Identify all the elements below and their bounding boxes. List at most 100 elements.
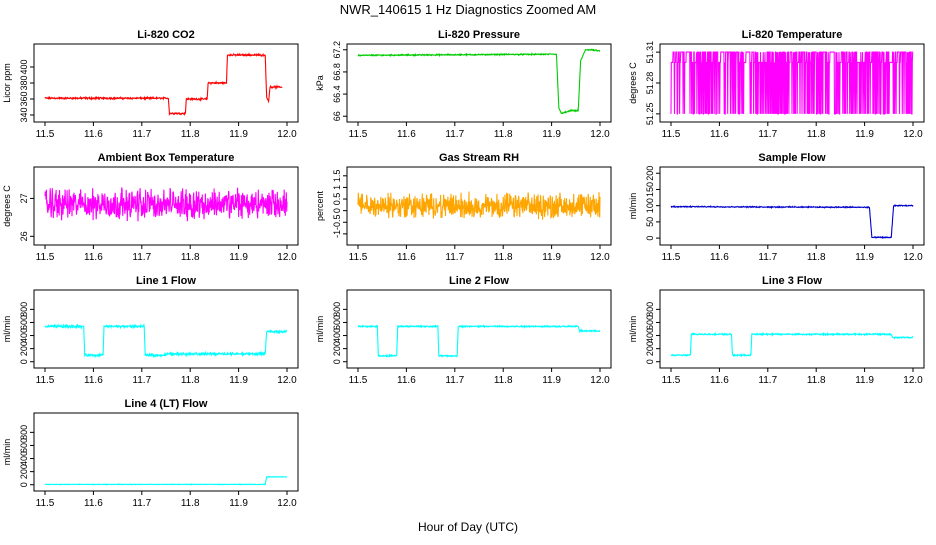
y-axis-label: ml/min <box>2 439 12 466</box>
x-tick-label: 11.5 <box>36 252 55 263</box>
y-axis-label: kPa <box>315 75 325 91</box>
y-tick-label: 27 <box>19 193 29 203</box>
y-tick-label: 66.8 <box>332 63 342 81</box>
y-tick-label: 66 <box>332 111 342 121</box>
y-tick-label: 360 <box>19 91 29 106</box>
x-tick-label: 11.5 <box>36 129 55 140</box>
x-tick-label: 11.8 <box>807 252 826 263</box>
y-tick-label: 0 <box>332 208 342 213</box>
y-tick-label: 1 <box>332 185 342 190</box>
x-tick-label: 11.6 <box>710 375 729 386</box>
y-tick-label: 800 <box>19 302 29 317</box>
series-line <box>44 475 287 486</box>
y-tick-label: -0.5 <box>332 215 342 231</box>
y-tick-label: 0 <box>332 359 342 364</box>
plot-frame <box>346 43 612 123</box>
x-tick-label: 11.6 <box>84 129 103 140</box>
x-tick-label: 12.0 <box>590 252 610 263</box>
y-tick-label: 200 <box>19 464 29 479</box>
y-tick-label: 340 <box>19 107 29 122</box>
panel-title: Line 2 Flow <box>449 275 509 287</box>
panel-title: Line 3 Flow <box>762 275 822 287</box>
panel-title: Li-820 CO2 <box>137 29 194 41</box>
y-tick-label: 600 <box>19 315 29 330</box>
x-tick-label: 11.5 <box>662 375 681 386</box>
y-tick-label: 800 <box>645 302 655 317</box>
x-tick-label: 11.7 <box>445 375 464 386</box>
y-tick-label: 400 <box>19 451 29 466</box>
y-tick-label: 51.25 <box>645 103 655 126</box>
x-tick-label: 12.0 <box>277 129 297 140</box>
x-tick-label: 11.6 <box>397 375 416 386</box>
y-tick-label: 0 <box>645 236 655 241</box>
x-tick-label: 11.9 <box>855 375 874 386</box>
x-tick-label: 11.8 <box>181 252 200 263</box>
y-tick-label: 0 <box>19 482 29 487</box>
y-axis-label: ml/min <box>2 316 12 343</box>
chart-panel: Li-820 Temperature degrees C 11.5 11.6 11.7 1… <box>628 29 925 140</box>
y-tick-label: 380 <box>19 75 29 90</box>
plot-frame <box>33 166 299 246</box>
series-line <box>357 324 601 358</box>
y-tick-label: 600 <box>645 315 655 330</box>
series-line <box>44 323 288 359</box>
y-tick-label: 400 <box>19 328 29 343</box>
x-tick-label: 11.9 <box>855 129 874 140</box>
plot-frame <box>33 289 299 369</box>
x-tick-label: 11.6 <box>84 498 103 509</box>
series-line <box>670 204 914 239</box>
x-tick-label: 12.0 <box>903 129 923 140</box>
x-tick-label: 11.8 <box>181 498 200 509</box>
x-tick-label: 11.9 <box>855 252 874 263</box>
x-tick-label: 11.7 <box>758 252 777 263</box>
x-tick-label: 12.0 <box>590 129 610 140</box>
panel-title: Sample Flow <box>758 152 826 164</box>
plot-frame <box>659 289 925 369</box>
x-tick-label: 11.7 <box>758 129 777 140</box>
figure-title: NWR_140615 1 Hz Diagnostics Zoomed AM <box>340 2 597 17</box>
x-tick-label: 11.8 <box>181 375 200 386</box>
y-axis-label: ml/min <box>315 316 325 343</box>
figure-x-axis-label: Hour of Day (UTC) <box>418 520 518 534</box>
panel-title: Line 4 (LT) Flow <box>125 398 208 410</box>
panel-title: Ambient Box Temperature <box>98 152 235 164</box>
y-tick-label: 26 <box>19 231 29 241</box>
chart-panel: Line 2 Flow ml/min 11.5 11.6 11.7 11.8 11.9 12.… <box>315 275 612 386</box>
y-tick-label: 51.28 <box>645 72 655 95</box>
series-line <box>44 52 283 117</box>
y-tick-label: 800 <box>332 302 342 317</box>
series-line <box>670 331 914 358</box>
chart-panel: Line 1 Flow ml/min 11.5 11.6 11.7 11.8 11.9 12.… <box>2 275 299 386</box>
y-axis-label: Licor ppm <box>2 63 12 103</box>
plot-frame <box>346 289 612 369</box>
x-tick-label: 11.6 <box>84 252 103 263</box>
series-line <box>357 191 601 220</box>
x-tick-label: 11.9 <box>229 252 248 263</box>
x-tick-label: 11.6 <box>710 252 729 263</box>
x-tick-label: 11.8 <box>807 375 826 386</box>
y-tick-label: 400 <box>645 328 655 343</box>
panel-title: Li-820 Temperature <box>742 29 843 41</box>
y-tick-label: 200 <box>332 341 342 356</box>
x-tick-label: 11.7 <box>132 129 151 140</box>
x-tick-label: 11.6 <box>397 252 416 263</box>
y-tick-label: 400 <box>19 59 29 74</box>
x-tick-label: 11.8 <box>494 252 513 263</box>
x-tick-label: 12.0 <box>277 498 297 509</box>
x-tick-label: 11.7 <box>132 252 151 263</box>
series-line <box>357 48 601 115</box>
y-tick-label: 1.5 <box>332 170 342 183</box>
y-tick-label: 200 <box>19 341 29 356</box>
panel-title: Gas Stream RH <box>439 152 519 164</box>
y-tick-label: 200 <box>645 341 655 356</box>
x-tick-label: 11.5 <box>36 375 55 386</box>
x-tick-label: 11.8 <box>494 375 513 386</box>
x-tick-label: 11.5 <box>349 375 368 386</box>
x-tick-label: 12.0 <box>903 375 923 386</box>
x-tick-label: 11.9 <box>229 498 248 509</box>
y-axis-label: degrees C <box>628 62 638 104</box>
x-tick-label: 11.5 <box>662 252 681 263</box>
x-tick-label: 11.6 <box>397 129 416 140</box>
